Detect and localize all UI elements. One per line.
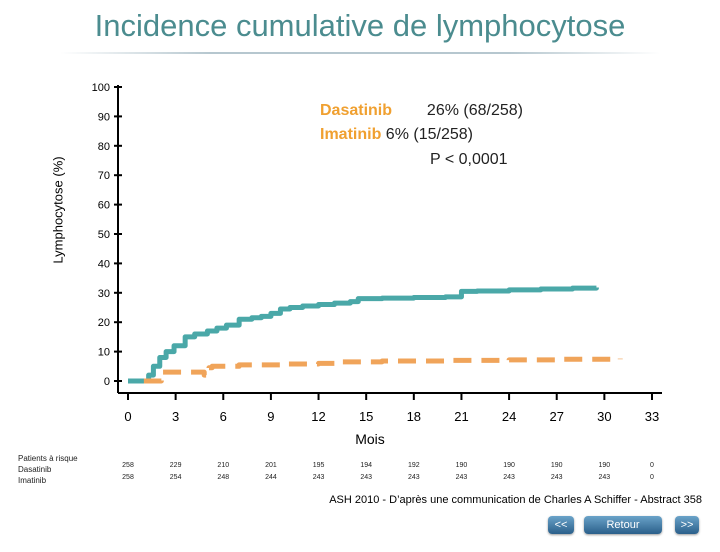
risk-value-imatinib: 243: [455, 474, 468, 481]
x-tick-label: 6: [220, 409, 227, 424]
x-axis-label: Mois: [355, 431, 385, 447]
chart: 0 10 20 30 40 50 60 70 80 90 100 0 3 6 9 12 15 18 21 24 27 30…: [92, 82, 662, 447]
x-tick-label: 24: [502, 409, 516, 424]
risk-value-dasatinib: 258: [122, 462, 134, 469]
risk-value-imatinib: 243: [360, 474, 373, 481]
risk-table-header: Patients à risque: [18, 454, 78, 463]
x-tick-label: 21: [454, 409, 468, 424]
x-tick-label: 27: [549, 409, 563, 424]
x-tick-label: 30: [597, 409, 611, 424]
y-tick-label: 90: [98, 111, 110, 123]
citation: ASH 2010 - D’après une communication de …: [329, 494, 702, 506]
series-line-dasatinib: [128, 285, 599, 384]
page-title: Incidence cumulative de lymphocytose: [94, 8, 626, 43]
risk-value-dasatinib: 190: [455, 462, 468, 469]
y-tick-label: 40: [98, 258, 110, 270]
legend-imatinib: Imatinib 6% (15/258): [320, 126, 473, 144]
prev-button[interactable]: <<: [548, 516, 574, 534]
risk-value-dasatinib: 190: [550, 462, 563, 469]
chart-ticks: 0 10 20 30 40 50 60 70 80 90 100 0 3 6 9 12 15 18 21 24 27 30…: [92, 82, 660, 447]
chart-series: [128, 285, 623, 384]
risk-value-dasatinib: 210: [217, 462, 230, 469]
y-tick-label: 100: [92, 82, 110, 94]
risk-row-label-imatinib: Imatinib: [18, 476, 47, 485]
risk-value-imatinib: 248: [217, 474, 230, 481]
y-tick-label: 70: [98, 170, 110, 182]
risk-value-imatinib: 243: [503, 474, 515, 481]
legend-dasatinib: Dasatinib 26% (68/258): [320, 102, 523, 120]
risk-value-dasatinib: 201: [265, 462, 277, 469]
risk-value-dasatinib: 229: [169, 462, 182, 469]
y-tick-label: 0: [104, 376, 110, 388]
series-line-imatinib: [143, 356, 623, 384]
risk-value-imatinib: 243: [312, 474, 325, 481]
x-tick-label: 15: [359, 409, 373, 424]
y-tick-label: 10: [98, 347, 110, 359]
y-tick-label: 60: [98, 200, 110, 212]
x-tick-label: 0: [124, 409, 131, 424]
legend-imatinib-name: Imatinib: [320, 126, 382, 143]
risk-value-imatinib: 0: [650, 474, 654, 481]
home-button[interactable]: Retour sommaire: [584, 516, 662, 549]
risk-value-imatinib: 243: [407, 474, 420, 481]
x-tick-label: 33: [645, 409, 659, 424]
y-tick-label: 30: [98, 288, 110, 300]
risk-row-label-dasatinib: Dasatinib: [18, 465, 52, 474]
risk-value-imatinib: 254: [169, 474, 182, 481]
risk-value-imatinib: 243: [550, 474, 563, 481]
risk-value-dasatinib: 190: [598, 462, 611, 469]
title-divider: [60, 52, 660, 54]
y-tick-label: 80: [98, 141, 110, 153]
risk-value-imatinib: 258: [122, 474, 134, 481]
y-tick-label: 20: [98, 317, 110, 329]
risk-value-imatinib: 244: [265, 474, 277, 481]
x-tick-label: 3: [172, 409, 179, 424]
x-tick-label: 9: [267, 409, 274, 424]
risk-value-dasatinib: 192: [407, 462, 420, 469]
next-button[interactable]: >>: [675, 516, 699, 534]
risk-value-dasatinib: 0: [650, 462, 654, 469]
risk-value-dasatinib: 194: [360, 462, 373, 469]
legend-imatinib-value: 6% (15/258): [385, 126, 473, 143]
legend-dasatinib-value: 26% (68/258): [426, 102, 523, 119]
risk-value-dasatinib: 195: [312, 462, 325, 469]
y-tick-label: 50: [98, 229, 110, 241]
legend-dasatinib-name: Dasatinib: [320, 102, 393, 119]
x-tick-label: 18: [407, 409, 421, 424]
risk-value-dasatinib: 190: [503, 462, 515, 469]
chart-axes: [117, 85, 662, 394]
legend-pvalue: P < 0,0001: [430, 151, 508, 168]
x-tick-label: 12: [311, 409, 325, 424]
risk-value-imatinib: 243: [598, 474, 611, 481]
